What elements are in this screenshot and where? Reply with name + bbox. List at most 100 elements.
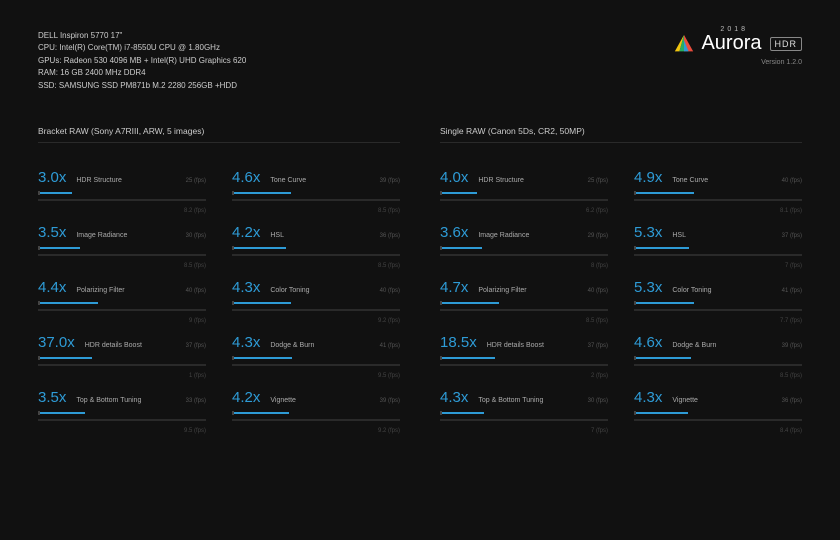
metric-bar-new (634, 247, 689, 249)
metric-bar-new (634, 357, 691, 359)
metric-fps-new: 36 (fps) (782, 398, 802, 404)
metric: 4.0xHDR Structure25 (fps)6.2 (fps) (440, 169, 608, 204)
metric-label: HDR Structure (478, 177, 587, 184)
metric-fps-old: 9 (fps) (189, 318, 206, 324)
metric-bar-new (232, 357, 292, 359)
metrics-grid: 4.0xHDR Structure25 (fps)6.2 (fps) 4.9xTo… (440, 169, 802, 424)
metric-label: Image Radiance (76, 232, 185, 239)
metric-fps-old: 8.4 (fps) (780, 428, 802, 434)
bar-tick-icon (634, 411, 636, 415)
metric-fps-new: 30 (fps) (588, 398, 608, 404)
metric-bar-new (440, 192, 477, 194)
metrics-grid: 3.0xHDR Structure25 (fps)8.2 (fps)4.6xTo… (38, 169, 400, 424)
metric-fps-new: 39 (fps) (782, 343, 802, 349)
metric-bar-new (440, 302, 499, 304)
metric-value: 4.6x (634, 334, 662, 351)
metric-bar-new (440, 357, 495, 359)
metric-label: HDR details Boost (85, 342, 186, 349)
product-logo: 2018 Aurora HDR Version 1.2.0 (673, 30, 802, 66)
logo-name: Aurora (701, 32, 761, 55)
bar-tick-icon (440, 411, 442, 415)
metric-bar-old (38, 364, 206, 366)
metric-bar-new (38, 192, 72, 194)
metric-bar-new (232, 247, 286, 249)
metric-fps-new: 40 (fps) (186, 288, 206, 294)
metric-label: Top & Bottom Tuning (76, 397, 185, 404)
metric-bar-new (232, 302, 291, 304)
metric-label: Tone Curve (270, 177, 379, 184)
metric-value: 4.4x (38, 279, 66, 296)
metric-label: Image Radiance (478, 232, 587, 239)
metric-bar-new (440, 412, 484, 414)
metric-bar-old (440, 309, 608, 311)
benchmark-section: Bracket RAW (Sony A7RIII, ARW, 5 images)… (38, 126, 400, 424)
metric-fps-old: 7.7 (fps) (780, 318, 802, 324)
bar-tick-icon (38, 356, 40, 360)
metric-label: Tone Curve (672, 177, 781, 184)
metric-bar-new (232, 412, 289, 414)
metric-fps-old: 8.5 (fps) (378, 263, 400, 269)
bar-tick-icon (440, 191, 442, 195)
metric-fps-old: 8 (fps) (591, 263, 608, 269)
metric-bar-new (38, 357, 92, 359)
metric-label: HSL (672, 232, 781, 239)
metric-value: 37.0x (38, 334, 75, 351)
metric-bar-old (634, 309, 802, 311)
bar-tick-icon (440, 246, 442, 250)
metric-value: 4.6x (232, 169, 260, 186)
metric-fps-old: 7 (fps) (591, 428, 608, 434)
metric-bar-old (634, 199, 802, 201)
metric-fps-new: 37 (fps) (782, 233, 802, 239)
section-title: Single RAW (Canon 5Ds, CR2, 50MP) (440, 126, 802, 136)
bar-tick-icon (634, 246, 636, 250)
metric-bar-old (38, 419, 206, 421)
bar-tick-icon (634, 356, 636, 360)
bar-tick-icon (232, 411, 234, 415)
bar-tick-icon (232, 246, 234, 250)
metric-value: 4.3x (232, 334, 260, 351)
bar-tick-icon (38, 411, 40, 415)
metric-fps-new: 25 (fps) (588, 178, 608, 184)
metric-fps-new: 41 (fps) (782, 288, 802, 294)
metric-fps-new: 37 (fps) (588, 343, 608, 349)
metric-fps-old: 8.5 (fps) (586, 318, 608, 324)
metric-fps-old: 8.5 (fps) (184, 263, 206, 269)
metric-bar-new (634, 412, 688, 414)
metric: 4.3xVignette36 (fps)8.4 (fps) (634, 389, 802, 424)
metric-fps-new: 25 (fps) (186, 178, 206, 184)
logo-badge: HDR (770, 37, 803, 51)
metric-bar-new (634, 192, 694, 194)
metric-fps-new: 39 (fps) (380, 178, 400, 184)
bar-tick-icon (440, 301, 442, 305)
metric: 4.6xDodge & Burn39 (fps)8.5 (fps) (634, 334, 802, 369)
version-label: Version 1.2.0 (673, 59, 802, 66)
metric-fps-old: 9.2 (fps) (378, 318, 400, 324)
metric-fps-old: 8.1 (fps) (780, 208, 802, 214)
metric-bar-old (634, 254, 802, 256)
metric-fps-new: 33 (fps) (186, 398, 206, 404)
metric-label: Vignette (270, 397, 379, 404)
metric: 5.3xHSL37 (fps)7 (fps) (634, 224, 802, 259)
metric: 4.3xTop & Bottom Tuning30 (fps)7 (fps) (440, 389, 608, 424)
metric: 4.2xVignette39 (fps)9.2 (fps) (232, 389, 400, 424)
metric: 4.4xPolarizing Filter40 (fps)9 (fps) (38, 279, 206, 314)
metric: 4.3xColor Toning40 (fps)9.2 (fps) (232, 279, 400, 314)
metric: 4.9xTone Curve40 (fps)8.1 (fps) (634, 169, 802, 204)
bar-tick-icon (440, 356, 442, 360)
metric-value: 5.3x (634, 279, 662, 296)
metric-fps-old: 1 (fps) (189, 373, 206, 379)
metric-label: Polarizing Filter (478, 287, 587, 294)
metric-fps-old: 7 (fps) (785, 263, 802, 269)
spec-line: RAM: 16 GB 2400 MHz DDR4 (38, 67, 246, 79)
metric-bar-new (440, 247, 482, 249)
logo-prism-icon (673, 33, 695, 55)
logo-year: 2018 (720, 26, 748, 33)
metric-fps-old: 8.5 (fps) (780, 373, 802, 379)
metric-fps-old: 2 (fps) (591, 373, 608, 379)
metric-bar-old (232, 364, 400, 366)
metric-fps-old: 9.2 (fps) (378, 428, 400, 434)
metric: 4.6xTone Curve39 (fps)8.5 (fps) (232, 169, 400, 204)
metric-value: 4.2x (232, 224, 260, 241)
divider (38, 142, 400, 143)
metric-label: Dodge & Burn (270, 342, 379, 349)
